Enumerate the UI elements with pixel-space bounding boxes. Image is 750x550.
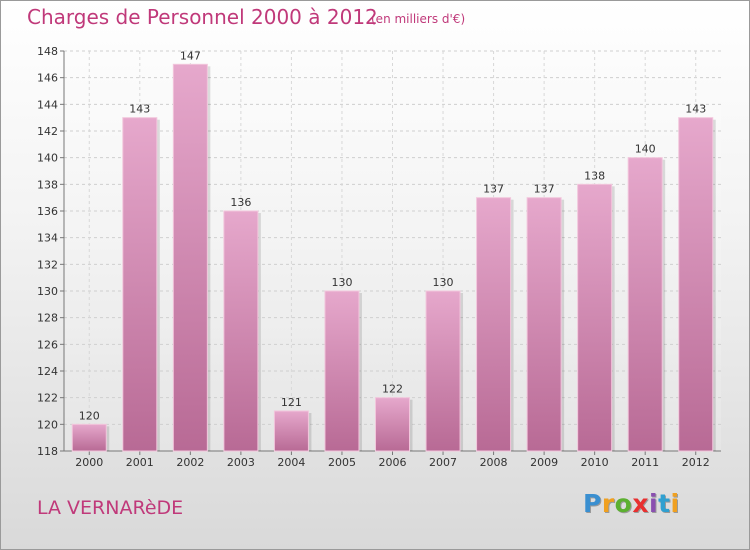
logo-letter: i bbox=[670, 489, 680, 518]
y-tick-label: 118 bbox=[37, 445, 58, 458]
y-tick-label: 130 bbox=[37, 285, 58, 298]
data-label: 143 bbox=[129, 103, 150, 116]
y-tick-label: 132 bbox=[37, 258, 58, 271]
logo-letter: r bbox=[601, 489, 615, 518]
bar bbox=[122, 117, 158, 452]
bar bbox=[577, 183, 613, 452]
bar bbox=[324, 290, 360, 452]
data-label: 137 bbox=[534, 183, 555, 196]
bar bbox=[223, 210, 259, 452]
bar bbox=[71, 423, 107, 452]
y-tick-label: 136 bbox=[37, 205, 58, 218]
x-tick-label: 2009 bbox=[530, 456, 558, 469]
data-label: 147 bbox=[180, 49, 201, 62]
bar bbox=[476, 197, 512, 452]
y-tick-label: 144 bbox=[37, 98, 58, 111]
logo-letter: P bbox=[583, 489, 602, 518]
y-tick-label: 146 bbox=[37, 72, 58, 85]
data-label: 130 bbox=[433, 276, 454, 289]
data-label: 138 bbox=[584, 169, 605, 182]
x-tick-label: 2008 bbox=[480, 456, 508, 469]
y-tick-label: 134 bbox=[37, 232, 58, 245]
data-label: 130 bbox=[331, 276, 352, 289]
data-label: 140 bbox=[635, 143, 656, 156]
x-tick-label: 2000 bbox=[75, 456, 103, 469]
x-tick-label: 2004 bbox=[277, 456, 305, 469]
bar bbox=[172, 63, 208, 452]
y-tick-label: 142 bbox=[37, 125, 58, 138]
y-tick-label: 126 bbox=[37, 338, 58, 351]
x-tick-label: 2011 bbox=[631, 456, 659, 469]
x-tick-label: 2002 bbox=[176, 456, 204, 469]
chart-subtitle: (en milliers d'€) bbox=[371, 12, 466, 26]
data-label: 136 bbox=[230, 196, 251, 209]
bar bbox=[375, 397, 410, 452]
logo-letter: t bbox=[658, 489, 671, 518]
x-tick-label: 2003 bbox=[227, 456, 255, 469]
data-label: 137 bbox=[483, 183, 504, 196]
logo-letter: i bbox=[649, 489, 659, 518]
data-label: 143 bbox=[685, 103, 706, 116]
x-tick-label: 2012 bbox=[682, 456, 710, 469]
bar bbox=[526, 197, 562, 452]
proxiti-logo: Proxiti bbox=[583, 489, 680, 518]
y-tick-label: 138 bbox=[37, 178, 58, 191]
data-label: 121 bbox=[281, 396, 302, 409]
x-tick-label: 2007 bbox=[429, 456, 457, 469]
data-label: 122 bbox=[382, 383, 403, 396]
x-tick-label: 2001 bbox=[126, 456, 154, 469]
bar bbox=[678, 117, 714, 452]
y-tick-label: 148 bbox=[37, 45, 58, 58]
bar bbox=[425, 290, 461, 452]
x-tick-label: 2010 bbox=[581, 456, 609, 469]
y-tick-label: 128 bbox=[37, 312, 58, 325]
chart-title: Charges de Personnel 2000 à 2012 bbox=[27, 5, 378, 29]
bar bbox=[273, 410, 309, 452]
logo-letter: o bbox=[614, 489, 633, 518]
commune-name: LA VERNARèDE bbox=[37, 497, 184, 519]
y-tick-label: 122 bbox=[37, 392, 58, 405]
x-tick-label: 2006 bbox=[379, 456, 407, 469]
y-tick-label: 124 bbox=[37, 365, 58, 378]
y-tick-label: 120 bbox=[37, 418, 58, 431]
data-label: 120 bbox=[79, 409, 100, 422]
bar bbox=[627, 157, 663, 452]
x-tick-label: 2005 bbox=[328, 456, 356, 469]
logo-letter: x bbox=[632, 489, 649, 518]
y-tick-label: 140 bbox=[37, 152, 58, 165]
